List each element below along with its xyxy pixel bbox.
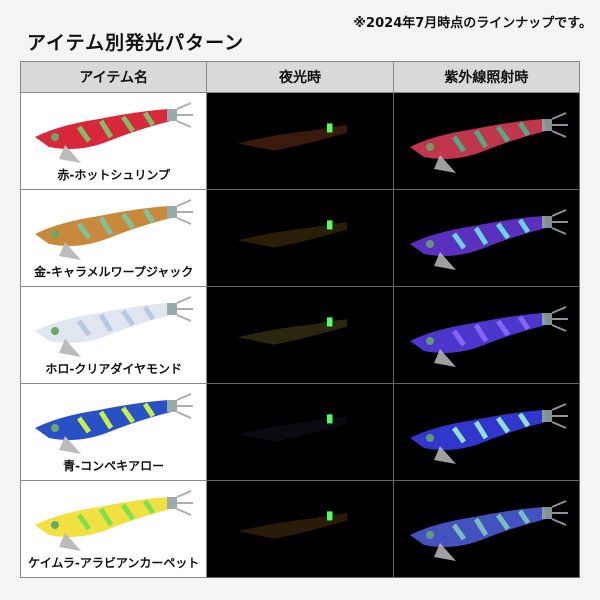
- table-row: 赤-ホットシュリンプ: [19, 92, 581, 190]
- lineup-note: ※2024年7月時点のラインナップです。: [353, 16, 592, 31]
- lure-image: [29, 97, 199, 163]
- night-glow-image: [217, 398, 377, 458]
- night-glow-image: [217, 204, 377, 264]
- glow-pattern-table: アイテム名 夜光時 紫外線照射時 赤-ホットシュリンプ 金-キャラメルワープジャ…: [19, 61, 581, 578]
- item-cell: ケイムラ-アラビアンカーペット: [19, 480, 208, 578]
- uv-glow-image: [404, 301, 574, 367]
- header-night-glow: 夜光時: [206, 61, 394, 93]
- night-glow-image: [217, 301, 377, 361]
- night-glow-image: [217, 107, 377, 167]
- uv-glow-image: [404, 107, 574, 173]
- item-name: ホロ-クリアダイヤモンド: [45, 362, 182, 376]
- item-name: 赤-ホットシュリンプ: [57, 168, 170, 182]
- lure-image: [29, 194, 199, 260]
- table-row: ホロ-クリアダイヤモンド: [19, 286, 581, 384]
- item-cell: 赤-ホットシュリンプ: [19, 92, 208, 190]
- uv-glow-image: [404, 398, 574, 464]
- night-glow-cell: [206, 480, 394, 578]
- night-glow-image: [217, 495, 377, 555]
- lure-image: [29, 485, 199, 551]
- item-name: 青-コンペキアロー: [63, 459, 165, 473]
- item-name: 金-キャラメルワープジャック: [34, 265, 194, 279]
- item-cell: 金-キャラメルワープジャック: [19, 189, 208, 287]
- item-cell: 青-コンペキアロー: [19, 383, 208, 481]
- uv-cell: [392, 480, 581, 578]
- item-cell: ホロ-クリアダイヤモンド: [19, 286, 208, 384]
- night-glow-cell: [206, 189, 394, 287]
- night-glow-cell: [206, 286, 394, 384]
- lure-image: [29, 291, 199, 357]
- uv-glow-image: [404, 204, 574, 270]
- uv-cell: [392, 189, 581, 287]
- header-uv: 紫外線照射時: [392, 61, 581, 93]
- uv-glow-image: [404, 495, 574, 561]
- item-name: ケイムラ-アラビアンカーペット: [27, 556, 200, 570]
- lure-image: [29, 388, 199, 454]
- table-row: 青-コンペキアロー: [19, 383, 581, 481]
- table-row: 金-キャラメルワープジャック: [19, 189, 581, 287]
- uv-cell: [392, 286, 581, 384]
- night-glow-cell: [206, 92, 394, 190]
- header-item-name: アイテム名: [19, 61, 208, 93]
- uv-cell: [392, 383, 581, 481]
- table-row: ケイムラ-アラビアンカーペット: [19, 480, 581, 578]
- page-title: アイテム別発光パターン: [27, 32, 245, 54]
- night-glow-cell: [206, 383, 394, 481]
- uv-cell: [392, 92, 581, 190]
